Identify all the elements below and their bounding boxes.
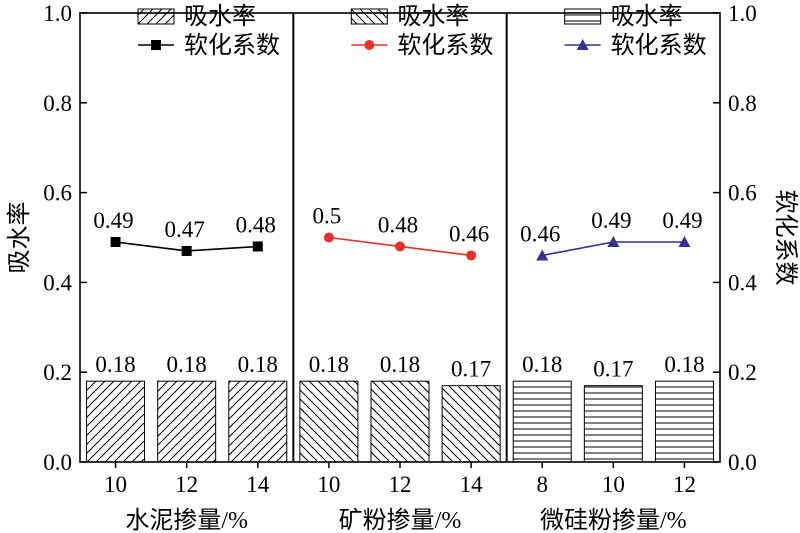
x-tick-label: 14 xyxy=(460,472,484,497)
bar xyxy=(370,380,430,463)
bar-data-label: 0.18 xyxy=(380,352,420,377)
line-point xyxy=(395,241,405,252)
legend-marker xyxy=(364,40,375,50)
bar xyxy=(299,380,359,463)
y-right-tick-label: 0.6 xyxy=(728,181,757,206)
legend-marker xyxy=(151,40,161,50)
line-point xyxy=(323,232,334,243)
x-tick-label: 12 xyxy=(389,472,412,497)
y-left-tick-label: 0.8 xyxy=(43,91,72,116)
line-data-label: 0.49 xyxy=(93,208,133,233)
line-data-label: 0.5 xyxy=(313,204,342,229)
bar xyxy=(157,380,217,463)
line-data-label: 0.46 xyxy=(520,221,560,246)
x-tick-label: 14 xyxy=(246,472,270,497)
line-data-label: 0.46 xyxy=(449,221,489,246)
x-axis-label: 水泥掺量/% xyxy=(125,507,248,533)
y-left-label: 吸水率 xyxy=(6,202,33,274)
y-left-tick-label: 0.0 xyxy=(43,450,72,475)
y-left-tick-label: 0.6 xyxy=(43,181,72,206)
x-tick-label: 10 xyxy=(104,472,127,497)
x-tick-label: 12 xyxy=(673,472,696,497)
bar-data-label: 0.17 xyxy=(451,357,491,382)
x-tick-label: 10 xyxy=(317,472,340,497)
y-right-tick-label: 0.0 xyxy=(728,450,757,475)
bar-data-label: 0.18 xyxy=(309,352,349,377)
line-point xyxy=(110,236,121,247)
legend-line-label: 软化系数 xyxy=(397,32,493,59)
line-data-label: 0.48 xyxy=(236,212,276,237)
x-tick-label: 8 xyxy=(536,472,548,497)
x-axis-label: 微硅粉掺量/% xyxy=(540,507,687,533)
line-point xyxy=(536,249,549,261)
legend-bar-label: 吸水率 xyxy=(397,3,469,30)
bar-data-label: 0.18 xyxy=(167,352,207,377)
plot-area: 0.0 0.00.2 0.20.4 0.40.6 0.60.8 0.81.0 1.0吸水率软… xyxy=(6,1,799,533)
bar xyxy=(228,380,288,463)
legend-bar-label: 吸水率 xyxy=(184,3,256,30)
x-tick-label: 12 xyxy=(175,472,198,497)
bar xyxy=(441,385,501,463)
legend-bar-swatch xyxy=(564,8,602,25)
bar-data-label: 0.18 xyxy=(238,352,278,377)
y-right-tick-label: 0.8 xyxy=(728,91,757,116)
line-point xyxy=(678,235,691,247)
line-data-label: 0.47 xyxy=(165,217,205,242)
line-point xyxy=(607,235,620,247)
bar xyxy=(654,380,714,463)
legend-line-label: 软化系数 xyxy=(184,32,280,59)
y-right-tick-label: 0.2 xyxy=(728,360,757,385)
line-point xyxy=(466,250,477,261)
line-point xyxy=(181,245,192,256)
y-left-tick-label: 0.4 xyxy=(43,270,72,295)
y-left-tick-label: 1.0 xyxy=(43,1,72,26)
bar-data-label: 0.18 xyxy=(95,352,135,377)
line-data-label: 0.49 xyxy=(591,208,631,233)
legend-line-label: 软化系数 xyxy=(611,32,707,59)
x-axis-label: 矿粉掺量/% xyxy=(339,507,462,533)
legend-marker xyxy=(576,39,589,50)
y-right-label: 软化系数 xyxy=(772,190,799,286)
x-tick-label: 10 xyxy=(602,472,625,497)
bar xyxy=(583,385,643,463)
line-data-label: 0.48 xyxy=(378,212,418,237)
bar xyxy=(512,380,572,463)
legend-bar-label: 吸水率 xyxy=(611,3,683,30)
bar-data-label: 0.18 xyxy=(522,352,562,377)
legend-bar-swatch xyxy=(137,8,175,25)
line-point xyxy=(252,241,263,252)
legend-bar-swatch xyxy=(350,8,388,25)
y-right-tick-label: 1.0 xyxy=(728,1,757,26)
bar-data-label: 0.18 xyxy=(664,352,704,377)
y-right-tick-label: 0.4 xyxy=(728,270,757,295)
line-data-label: 0.49 xyxy=(662,208,702,233)
y-left-tick-label: 0.2 xyxy=(43,360,72,385)
bar-data-label: 0.17 xyxy=(593,357,633,382)
bar xyxy=(86,380,146,463)
